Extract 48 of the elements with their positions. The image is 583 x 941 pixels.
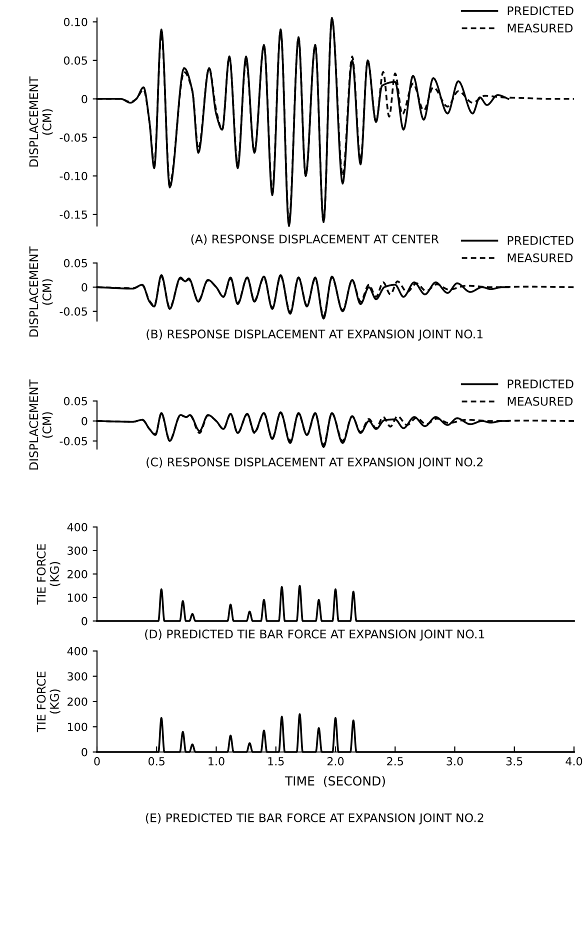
y-tick-label: 0: [82, 283, 88, 292]
x-tick-label: 4.0: [566, 757, 582, 766]
y-tick-label: 0: [82, 94, 88, 104]
y-tick-label: 0.10: [64, 18, 88, 26]
text: (B) RESPONSE DISPLACEMENT AT EXPANSION JOINT NO.1: [146, 329, 483, 341]
x-tick-label: 1.0: [208, 757, 224, 766]
legend-label: PREDICTED: [508, 236, 574, 245]
y-tick-label: -0.05: [60, 436, 88, 446]
y-tick-label: 300: [68, 672, 88, 681]
text: (A) RESPONSE DISPLACEMENT AT CENTER: [191, 234, 439, 245]
y-tick-label: 0: [82, 748, 88, 756]
x-tick-label: 1.5: [268, 757, 284, 766]
y-tick-label: 100: [68, 722, 88, 732]
legend-label: MEASURED: [508, 253, 573, 262]
y-axis-title: DISPLACEMENT (CM): [29, 246, 53, 336]
y-tick-label: 0.05: [64, 258, 87, 268]
x-tick-label: 0.5: [148, 757, 164, 766]
y-axis-title: TIE FORCE (KG): [36, 544, 60, 605]
y-tick-label: 0: [82, 616, 88, 626]
y-tick-label: 300: [68, 546, 88, 555]
text: (D) PREDICTED TIE BAR FORCE AT EXPANSION JOINT NO.1: [145, 629, 484, 641]
y-axis-title: TIE FORCE (KG): [36, 672, 60, 732]
x-tick-label: 3.5: [506, 757, 522, 766]
y-tick-label: 100: [68, 593, 88, 602]
y-tick-label: 200: [68, 697, 88, 706]
x-tick-label: 2.0: [327, 757, 344, 766]
y-tick-label: 0: [82, 416, 88, 426]
x-tick-label: 0: [94, 757, 100, 766]
y-tick-label: 400: [67, 646, 88, 656]
y-tick-label: -0.15: [60, 210, 88, 219]
y-axis-title: DISPLACEMENT (CM): [29, 379, 53, 470]
legend-label: MEASURED: [508, 24, 573, 33]
y-tick-label: -0.05: [60, 307, 88, 316]
y-tick-label: 200: [68, 570, 88, 578]
y-tick-label: -0.10: [60, 172, 88, 180]
text: (C) RESPONSE DISPLACEMENT AT EXPANSION JOINT NO.2: [146, 457, 483, 469]
y-tick-label: 400: [67, 522, 88, 532]
y-tick-label: -0.05: [60, 133, 88, 142]
legend-label: PREDICTED: [508, 6, 574, 16]
y-axis-title: DISPLACEMENT (CM): [29, 76, 53, 166]
legend-label: MEASURED: [508, 396, 573, 406]
y-tick-label: 0.05: [64, 396, 87, 406]
x-tick-label: 3.0: [446, 757, 463, 766]
legend-label: PREDICTED: [508, 380, 574, 388]
x-axis-title: TIME (SECOND): [284, 776, 385, 788]
text: (E) PREDICTED TIE BAR FORCE AT EXPANSION JOINT NO.2: [146, 813, 484, 824]
x-tick-label: 2.5: [387, 757, 403, 766]
y-tick-label: 0.05: [64, 56, 87, 65]
